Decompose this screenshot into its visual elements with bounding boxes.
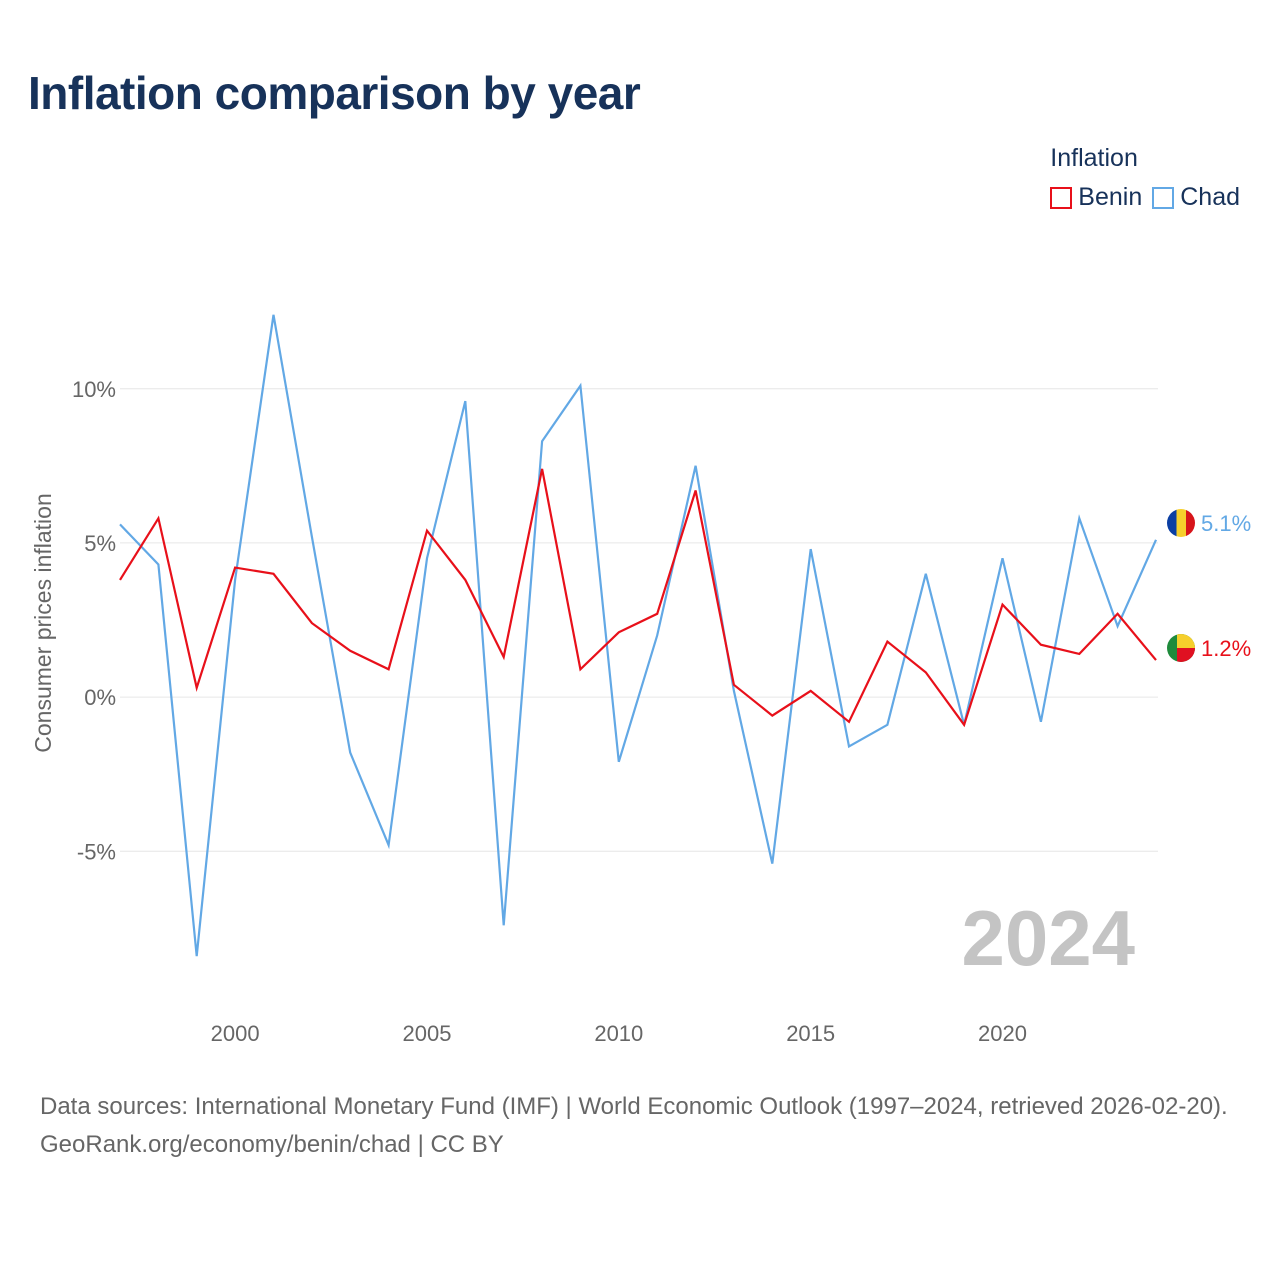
y-tick-label: 0% [84, 685, 116, 710]
y-tick-label: 10% [72, 377, 116, 402]
credit-link[interactable]: GeoRank.org/economy/benin/chad | CC BY [40, 1131, 504, 1158]
series-line-benin[interactable] [119, 468, 1157, 728]
chart-title: Inflation comparison by year [28, 67, 641, 119]
y-tick-label: -5% [77, 839, 116, 864]
legend-swatch-chad [1152, 186, 1175, 209]
x-tick-label: 2000 [211, 1021, 260, 1046]
y-tick-label: 5% [84, 531, 116, 556]
legend-title: Inflation [1050, 144, 1138, 172]
legend-label-benin: Benin [1078, 183, 1143, 211]
end-label-chad: 5.1% [1201, 511, 1251, 536]
series-line-chad[interactable] [119, 314, 1158, 957]
x-tick-label: 2015 [786, 1021, 835, 1046]
end-label-benin: 1.2% [1201, 636, 1251, 661]
x-tick-label: 2020 [978, 1021, 1027, 1046]
flag-benin-icon [1167, 634, 1195, 662]
legend: Inflation Benin Chad [1050, 144, 1240, 212]
y-axis-label: Consumer prices inflation [30, 493, 56, 753]
legend-label-chad: Chad [1180, 183, 1240, 211]
footer: Data sources: International Monetary Fun… [40, 1088, 1250, 1164]
flag-chad-icon [1167, 509, 1195, 537]
year-watermark: 2024 [961, 894, 1135, 982]
legend-swatch-benin [1050, 186, 1073, 209]
legend-item-benin[interactable]: Benin [1050, 183, 1142, 212]
x-tick-label: 2005 [402, 1021, 451, 1046]
x-tick-label: 2010 [594, 1021, 643, 1046]
data-source-note: Data sources: International Monetary Fun… [40, 1093, 1228, 1120]
legend-item-chad[interactable]: Chad [1152, 183, 1240, 212]
